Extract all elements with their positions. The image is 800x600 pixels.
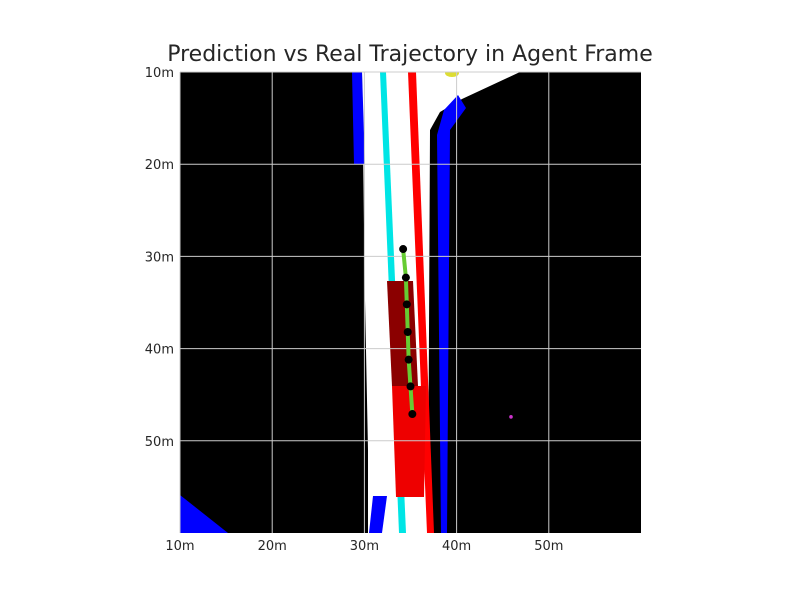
x-tick-label: 10m xyxy=(165,539,194,554)
y-tick-label: 30m xyxy=(145,250,174,265)
agent-box xyxy=(392,386,426,497)
lane-boundary-bottom xyxy=(369,496,387,533)
yellow-marking xyxy=(445,72,459,77)
y-tick-label: 20m xyxy=(145,158,174,173)
grid xyxy=(179,71,641,533)
trajectory-point xyxy=(408,410,417,419)
chart-title: Prediction vs Real Trajectory in Agent F… xyxy=(167,42,653,67)
x-tick-label: 50m xyxy=(534,539,563,554)
road-branch xyxy=(430,72,520,130)
map-layer xyxy=(180,72,520,533)
lane-boundary-bottom-left xyxy=(180,495,228,533)
x-tick-label: 30m xyxy=(350,539,379,554)
lane-boundary-left xyxy=(352,72,365,164)
lane-line-red xyxy=(408,72,434,533)
trajectory-point xyxy=(401,273,410,282)
other-agent-point xyxy=(509,415,513,419)
y-tick-label: 10m xyxy=(145,66,174,81)
y-tick-label: 40m xyxy=(145,343,174,358)
trajectory-point xyxy=(399,245,408,254)
trajectory-point xyxy=(406,382,415,391)
x-tick-label: 40m xyxy=(442,539,471,554)
trajectory-point xyxy=(402,300,411,309)
trajectory-point xyxy=(403,328,412,337)
x-axis-ticks: 10m 20m 30m 40m 50m xyxy=(165,539,563,554)
x-tick-label: 20m xyxy=(258,539,287,554)
trajectory-point xyxy=(404,355,413,364)
lane-boundary-right xyxy=(437,95,466,533)
ego-agent-box xyxy=(387,281,418,386)
y-axis-ticks: 10m 20m 30m 40m 50m xyxy=(145,66,174,450)
y-tick-label: 50m xyxy=(145,435,174,450)
marks xyxy=(399,245,513,419)
